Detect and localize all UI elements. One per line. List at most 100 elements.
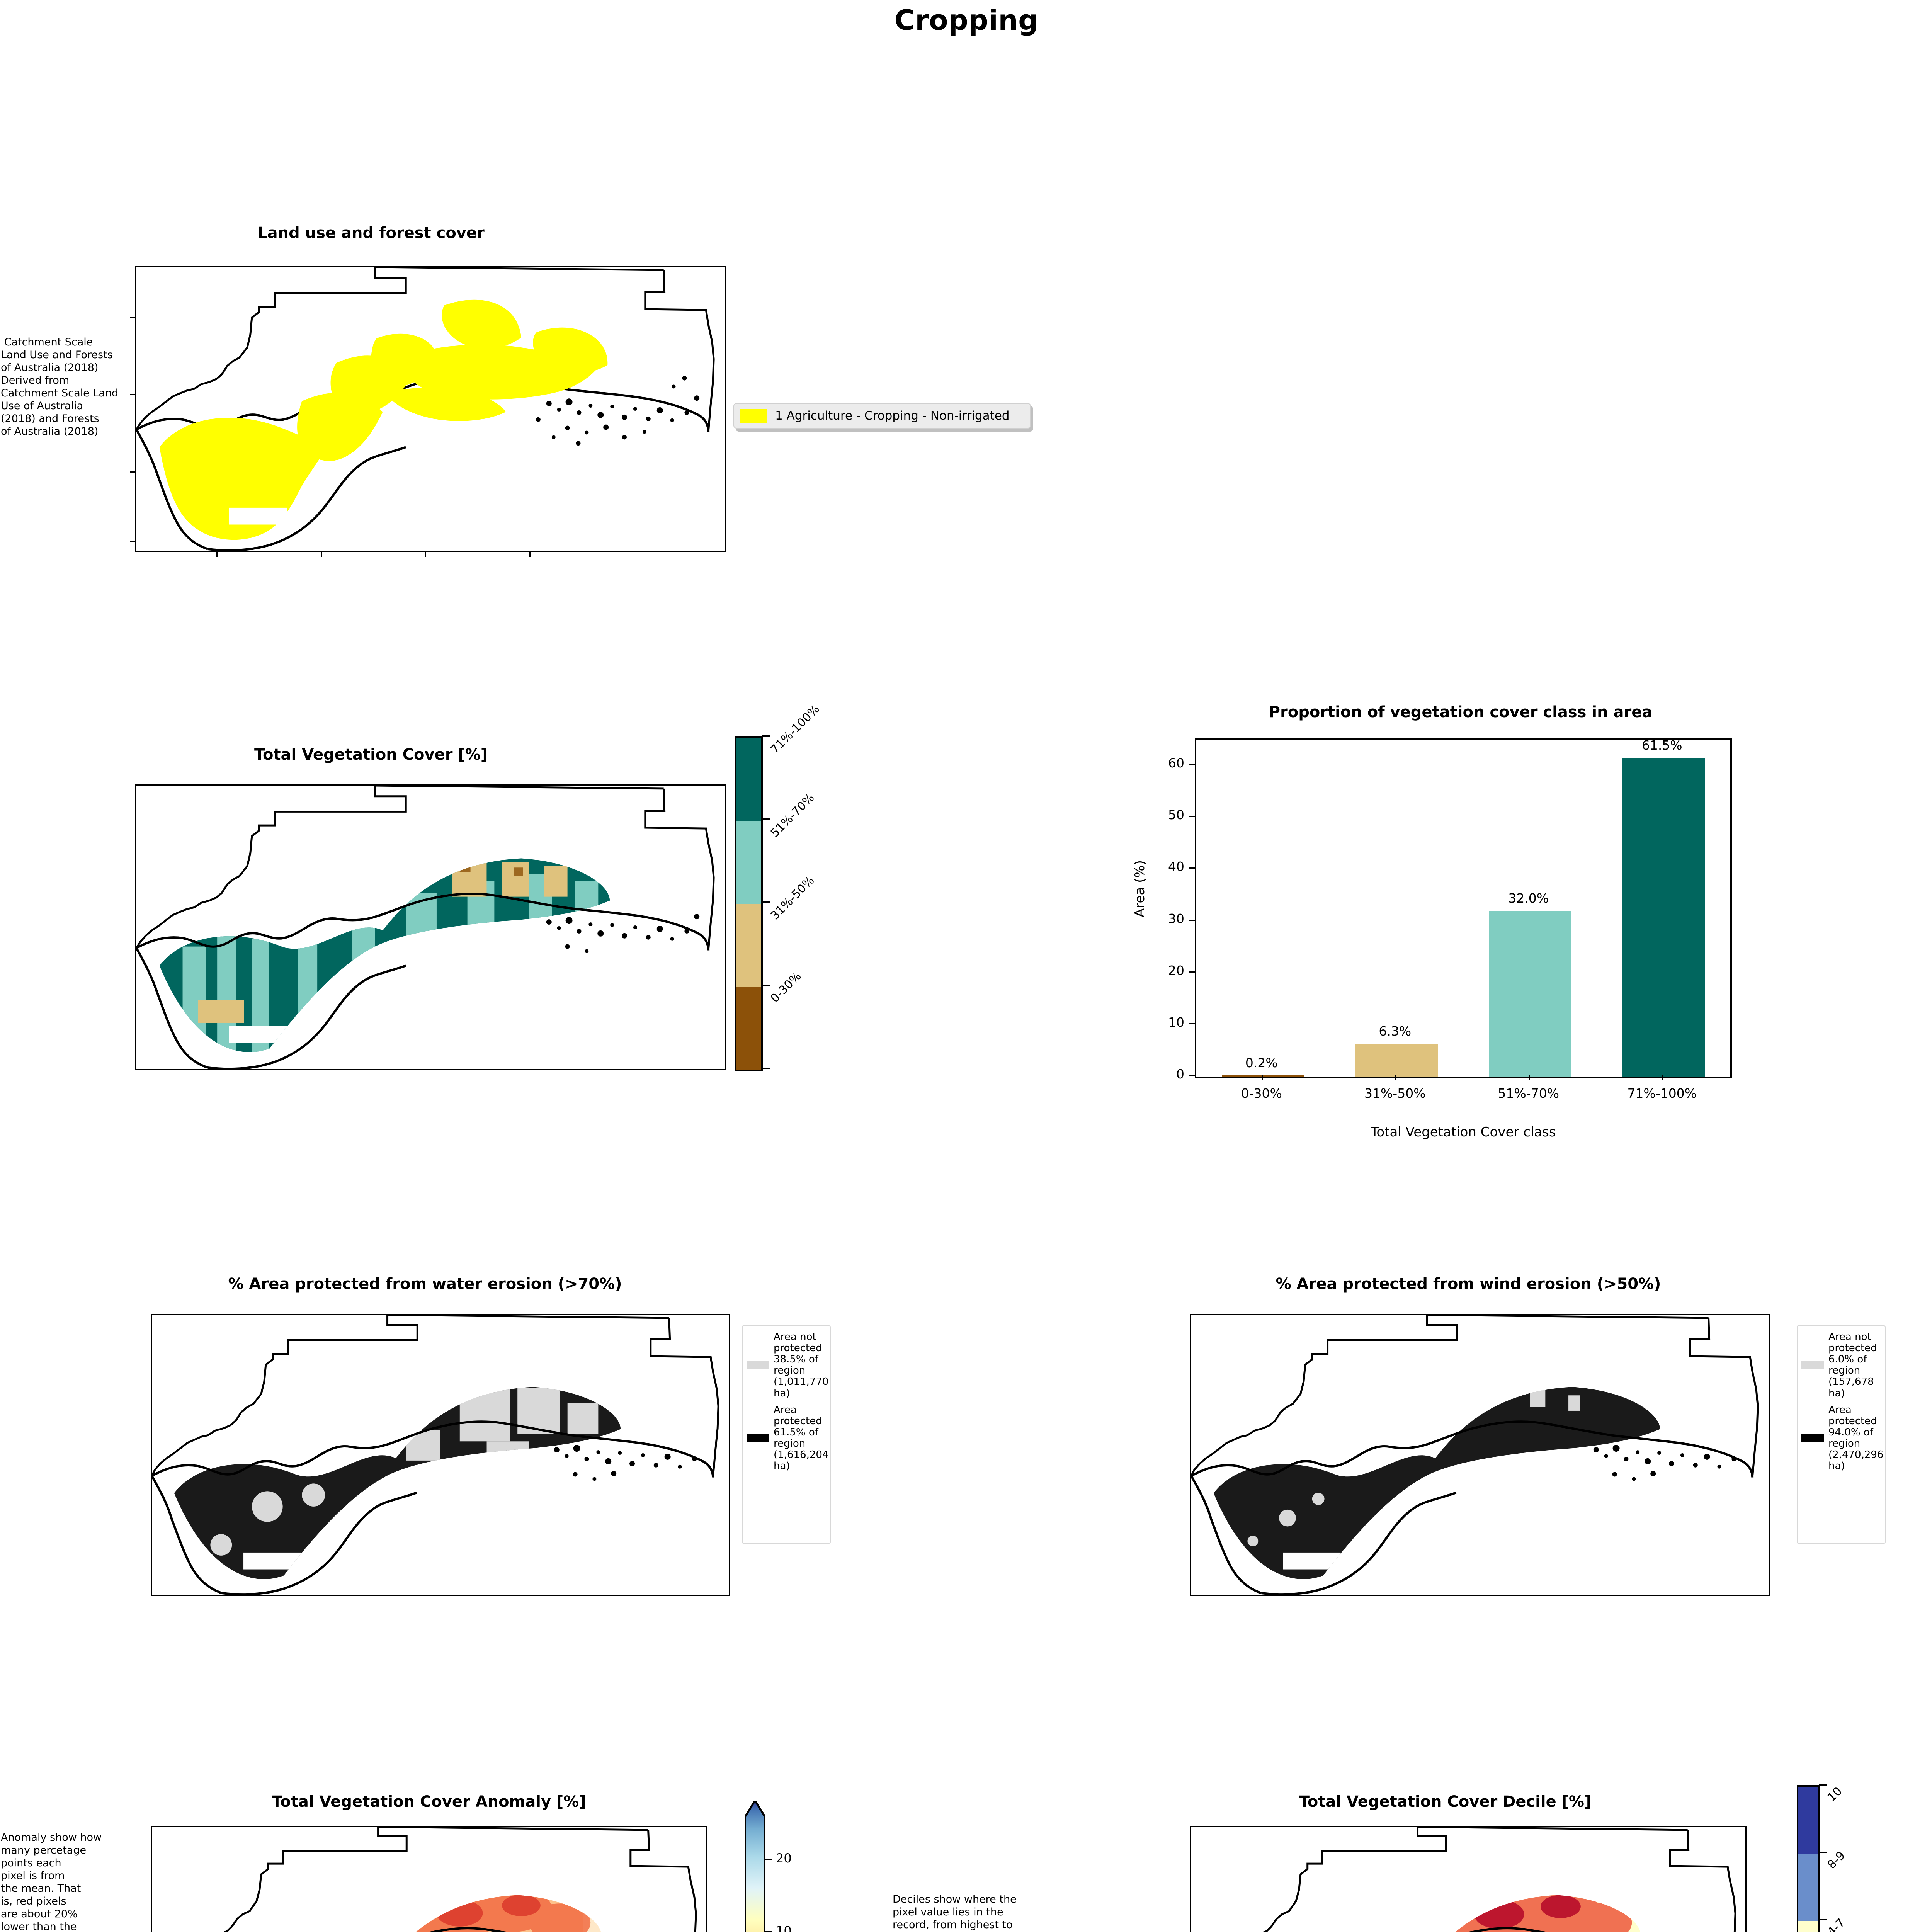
chart-y-tick: [1189, 816, 1195, 817]
chart-y-tick: [1189, 971, 1195, 973]
veg-cover-colorbar-label-2: 51%-70%: [768, 791, 817, 840]
colorbar-tick: [762, 985, 770, 986]
land-use-legend[interactable]: 1 Agriculture - Cropping - Non-irrigated: [733, 403, 1031, 429]
veg-cover-colorbar-label-3: 71%-100%: [768, 702, 822, 757]
land-use-map-graphic: [136, 267, 715, 551]
anomaly-panel-title: Total Vegetation Cover Anomaly [%]: [272, 1793, 586, 1811]
water-erosion-legend[interactable]: Area not protected 38.5% of region (1,01…: [742, 1325, 831, 1544]
map-tick: [130, 394, 135, 395]
colorbar-tick: [762, 735, 770, 737]
map-tick: [321, 552, 322, 557]
chart-y-tick-label: 20: [1168, 963, 1184, 978]
chart-bar-value-label: 6.3%: [1379, 1024, 1412, 1039]
chart-bar-value-label: 0.2%: [1245, 1055, 1278, 1070]
wind-erosion-legend-row-0: Area not protected 6.0% of region (157,6…: [1801, 1331, 1881, 1399]
map-tick: [529, 552, 531, 557]
wind-erosion-legend-row-1: Area protected 94.0% of region (2,470,29…: [1801, 1404, 1884, 1472]
chart-x-tick-label: 31%-50%: [1364, 1086, 1426, 1101]
colorbar-tick: [765, 1931, 772, 1932]
chart-x-tick: [1395, 1075, 1396, 1080]
land-use-legend-label: 1 Agriculture - Cropping - Non-irrigated: [775, 409, 1010, 423]
chart-bar: [1355, 1044, 1438, 1077]
veg-cover-colorbar-seg-3: [736, 738, 761, 821]
anomaly-note: Anomaly show how many percetage points e…: [1, 1832, 102, 1932]
chart-y-tick: [1189, 1023, 1195, 1024]
decile-colorbar: [1797, 1785, 1820, 1932]
chart-x-tick-label: 71%-100%: [1627, 1086, 1697, 1101]
water-erosion-map[interactable]: [151, 1314, 730, 1596]
map-tick: [130, 317, 135, 318]
page-title: Cropping: [894, 4, 1039, 36]
map-tick: [130, 471, 135, 473]
veg-cover-colorbar: [735, 736, 763, 1071]
map-tick: [216, 552, 218, 557]
legend-color-bar: [1801, 1434, 1824, 1442]
veg-cover-map-graphic: [136, 786, 715, 1069]
veg-cover-panel-title: Total Vegetation Cover [%]: [254, 746, 488, 764]
veg-cover-colorbar-seg-0: [736, 987, 761, 1070]
decile-colorbar-seg-4: [1798, 1787, 1818, 1854]
decile-map[interactable]: [1190, 1826, 1747, 1932]
land-use-panel-title: Land use and forest cover: [257, 224, 485, 242]
anomaly-map[interactable]: [151, 1826, 707, 1932]
anomaly-colorbar: [744, 1799, 766, 1932]
chart-x-axis-label: Total Vegetation Cover class: [1371, 1124, 1556, 1140]
colorbar-tick: [762, 1068, 770, 1069]
colorbar-tick: [762, 901, 770, 903]
legend-text: Area protected 94.0% of region (2,470,29…: [1828, 1404, 1884, 1472]
chart-x-tick: [1261, 1075, 1263, 1080]
land-use-legend-swatch: [740, 409, 767, 423]
decile-map-graphic: [1213, 1827, 1736, 1932]
decile-colorbar-label-10: 10: [1825, 1784, 1845, 1804]
chart-bar-value-label: 32.0%: [1508, 890, 1549, 906]
decile-note: Deciles show where the pixel value lies …: [893, 1893, 1017, 1932]
veg-cover-map[interactable]: [135, 784, 726, 1070]
water-erosion-panel-title: % Area protected from water erosion (>70…: [228, 1275, 622, 1293]
chart-plot-area: [1195, 738, 1732, 1078]
chart-y-tick-label: 30: [1168, 911, 1184, 926]
chart-y-tick-label: 50: [1168, 807, 1184, 823]
colorbar-tick: [1819, 1784, 1827, 1786]
colorbar-tick: [765, 1859, 772, 1860]
chart-bar: [1488, 910, 1571, 1077]
legend-text: Area protected 61.5% of region (1,616,20…: [774, 1404, 829, 1472]
map-tick: [425, 552, 426, 557]
veg-cover-colorbar-label-0: 0-30%: [768, 969, 804, 1005]
colorbar-tick: [1819, 1919, 1827, 1920]
water-erosion-map-graphic: [152, 1315, 719, 1595]
chart-y-tick: [1189, 764, 1195, 765]
wind-erosion-map-graphic: [1191, 1315, 1759, 1595]
wind-erosion-map[interactable]: [1190, 1314, 1770, 1596]
water-erosion-legend-row-0: Area not protected 38.5% of region (1,01…: [747, 1331, 829, 1399]
decile-colorbar-seg-2: [1798, 1921, 1818, 1932]
anomaly-map-graphic: [173, 1827, 697, 1932]
legend-text: Area not protected 6.0% of region (157,6…: [1828, 1331, 1877, 1399]
decile-colorbar-seg-3: [1798, 1854, 1818, 1921]
chart-y-tick-label: 60: [1168, 755, 1184, 771]
legend-text: Area not protected 38.5% of region (1,01…: [774, 1331, 829, 1399]
chart-title: Proportion of vegetation cover class in …: [1269, 703, 1653, 721]
water-erosion-legend-row-1: Area protected 61.5% of region (1,616,20…: [747, 1404, 829, 1472]
chart-y-axis-label: Area (%): [1132, 860, 1148, 917]
decile-colorbar-label-8-9: 8-9: [1825, 1849, 1848, 1872]
chart-y-tick: [1189, 1075, 1195, 1076]
chart-bar-value-label: 61.5%: [1641, 737, 1682, 753]
veg-cover-proportion-chart: Proportion of vegetation cover class in …: [1113, 696, 1808, 1198]
colorbar-tick: [762, 818, 770, 820]
chart-x-tick: [1662, 1075, 1663, 1080]
land-use-source-note: Catchment Scale Land Use and Forests of …: [1, 336, 119, 437]
chart-x-tick-label: 0-30%: [1241, 1086, 1282, 1101]
decile-colorbar-label-4-7: 4-7: [1825, 1916, 1848, 1932]
land-use-map[interactable]: [135, 266, 726, 552]
wind-erosion-legend[interactable]: Area not protected 6.0% of region (157,6…: [1797, 1325, 1886, 1544]
chart-y-tick-label: 40: [1168, 859, 1184, 874]
chart-y-tick: [1189, 867, 1195, 869]
chart-y-tick: [1189, 919, 1195, 921]
wind-erosion-panel-title: % Area protected from wind erosion (>50%…: [1276, 1275, 1661, 1293]
chart-bar: [1221, 1075, 1304, 1077]
chart-x-tick-label: 51%-70%: [1498, 1086, 1560, 1101]
decile-panel-title: Total Vegetation Cover Decile [%]: [1299, 1793, 1592, 1811]
anomaly-colorbar-tick-20: 20: [776, 1851, 792, 1866]
veg-cover-colorbar-seg-1: [736, 904, 761, 987]
map-tick: [130, 541, 135, 542]
